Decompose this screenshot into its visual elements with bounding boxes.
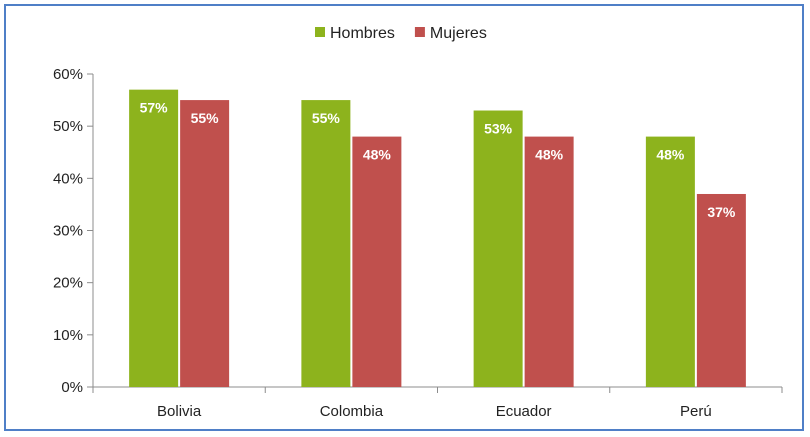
bar [180,100,230,387]
data-label: 55% [312,110,341,126]
bar [301,100,351,387]
bar [129,89,179,388]
x-tick-label: Ecuador [496,403,552,420]
data-label: 48% [363,147,392,163]
legend: Hombres Mujeres [315,25,487,42]
bars [129,89,746,388]
data-label: 53% [484,121,513,137]
data-label: 57% [140,100,169,116]
legend-swatch [315,27,325,37]
bar [645,136,695,387]
bar [352,136,402,387]
bar [524,136,574,387]
data-label: 48% [535,147,564,163]
data-label: 48% [656,147,685,163]
legend-label: Mujeres [430,25,487,42]
x-tick-label: Bolivia [157,403,202,420]
y-tick-label: 20% [53,275,83,292]
y-tick-label: 40% [53,170,83,187]
x-tick-label: Colombia [320,403,384,420]
bar [696,193,746,387]
y-tick-label: 50% [53,118,83,135]
bar [473,110,523,388]
legend-swatch [414,27,425,37]
y-tick-label: 0% [61,379,83,396]
y-tick-label: 60% [53,66,83,83]
y-tick-label: 10% [53,327,83,344]
legend-label: Hombres [330,25,395,42]
data-labels: 57% 55% 55% 48% 53% 48% 48% 37% [140,100,736,220]
y-tick-label: 30% [53,223,83,240]
data-label: 37% [707,204,736,220]
data-label: 55% [191,110,220,126]
x-tick-label: Perú [680,403,712,420]
